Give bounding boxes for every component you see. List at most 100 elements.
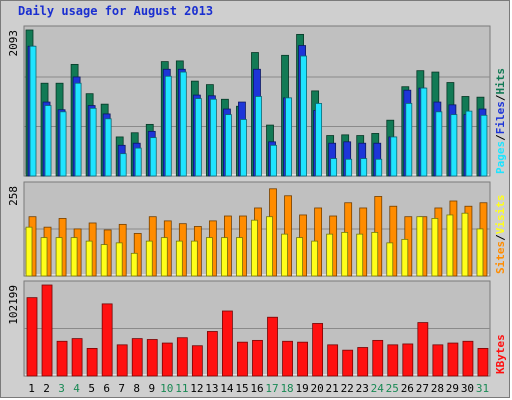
x-tick-label-30: 30 xyxy=(461,382,474,395)
bar-visits-11 xyxy=(175,240,183,277)
x-tick-label-4: 4 xyxy=(73,382,80,395)
legend-entry-visits: Visits xyxy=(494,195,507,235)
bar-pages-16 xyxy=(255,96,262,177)
bar-kbytes-14 xyxy=(222,310,233,377)
bar-pages-9 xyxy=(149,137,157,177)
x-tick-label-18: 18 xyxy=(280,382,293,395)
bar-kbytes-8 xyxy=(131,338,143,377)
bar-kbytes-4 xyxy=(71,338,83,377)
x-tick-label-26: 26 xyxy=(401,382,414,395)
bar-pages-24 xyxy=(375,158,383,177)
chart-title: Daily usage for August 2013 xyxy=(18,4,214,18)
bar-visits-13 xyxy=(205,237,213,277)
x-tick-label-16: 16 xyxy=(250,382,263,395)
bar-kbytes-18 xyxy=(282,340,293,377)
bar-kbytes-3 xyxy=(56,340,68,377)
bar-pages-21 xyxy=(330,158,338,177)
x-tick-label-10: 10 xyxy=(160,382,173,395)
bar-pages-13 xyxy=(209,98,217,177)
bar-visits-10 xyxy=(160,237,168,277)
bar-visits-21 xyxy=(326,233,334,277)
bar-visits-2 xyxy=(40,237,48,277)
bar-visits-16 xyxy=(251,219,258,277)
bar-visits-29 xyxy=(446,214,454,277)
bar-pages-25 xyxy=(390,136,398,177)
x-tick-label-27: 27 xyxy=(416,382,429,395)
legend-sites-visits: Sites/Visits xyxy=(494,195,507,275)
bar-visits-14 xyxy=(221,237,228,277)
bar-pages-22 xyxy=(345,158,353,177)
bar-pages-10 xyxy=(164,75,172,177)
bar-pages-12 xyxy=(194,98,202,177)
bar-kbytes-28 xyxy=(432,344,444,377)
bar-kbytes-29 xyxy=(447,342,459,377)
bar-kbytes-15 xyxy=(237,341,248,377)
bar-sites-25 xyxy=(389,205,398,277)
bar-pages-30 xyxy=(465,110,473,177)
legend-entry-kbytes: KBytes xyxy=(494,334,507,374)
bar-visits-25 xyxy=(386,242,394,277)
bar-visits-6 xyxy=(100,244,108,277)
x-tick-label-11: 11 xyxy=(175,382,188,395)
bar-pages-11 xyxy=(179,71,187,177)
bar-visits-30 xyxy=(461,212,469,277)
bar-visits-28 xyxy=(431,218,439,277)
legend-entry-sites: Sites xyxy=(494,241,507,274)
legend-entry-slash: / xyxy=(494,134,507,141)
bar-kbytes-11 xyxy=(176,337,188,377)
x-tick-label-20: 20 xyxy=(311,382,324,395)
bar-visits-5 xyxy=(85,240,93,277)
x-tick-label-29: 29 xyxy=(446,382,459,395)
bar-pages-23 xyxy=(360,158,368,177)
x-tick-label-21: 21 xyxy=(326,382,339,395)
bar-kbytes-10 xyxy=(161,342,173,377)
bar-kbytes-23 xyxy=(357,347,369,377)
bar-visits-4 xyxy=(70,237,78,277)
x-tick-label-2: 2 xyxy=(43,382,50,395)
bar-visits-23 xyxy=(356,233,364,277)
legend-entry-hits: Hits xyxy=(494,68,507,95)
x-tick-label-24: 24 xyxy=(371,382,385,395)
bar-pages-4 xyxy=(74,82,82,177)
ymax-label-kbytes: 102199 xyxy=(7,285,20,325)
bar-pages-8 xyxy=(134,147,142,177)
bar-visits-26 xyxy=(401,238,409,277)
x-tick-label-14: 14 xyxy=(220,382,234,395)
x-tick-label-23: 23 xyxy=(356,382,369,395)
bar-visits-27 xyxy=(416,216,424,277)
legend-hits-files-pages: Pages/Files/Hits xyxy=(494,68,507,174)
bar-pages-18 xyxy=(285,97,292,177)
x-tick-label-22: 22 xyxy=(341,382,354,395)
ymax-label-hits-files-pages: 2093 xyxy=(7,30,20,57)
x-tick-label-8: 8 xyxy=(133,382,140,395)
x-tick-label-13: 13 xyxy=(205,382,218,395)
bar-pages-29 xyxy=(450,114,458,177)
bar-kbytes-30 xyxy=(462,340,474,377)
bar-pages-31 xyxy=(480,114,488,177)
legend-kbytes: KBytes xyxy=(494,334,507,374)
bar-visits-24 xyxy=(371,231,379,277)
x-tick-label-7: 7 xyxy=(118,382,125,395)
bar-visits-9 xyxy=(145,240,153,277)
bar-kbytes-5 xyxy=(86,347,98,377)
x-tick-label-3: 3 xyxy=(58,382,65,395)
x-tick-label-17: 17 xyxy=(265,382,278,395)
bar-kbytes-1 xyxy=(26,297,38,377)
bar-kbytes-12 xyxy=(191,345,203,377)
bar-kbytes-13 xyxy=(206,331,218,377)
bar-kbytes-7 xyxy=(116,344,128,377)
x-tick-label-15: 15 xyxy=(235,382,248,395)
bar-visits-3 xyxy=(55,237,63,277)
legend-entry-pages: Pages xyxy=(494,141,507,174)
bar-pages-26 xyxy=(405,103,413,177)
bar-kbytes-27 xyxy=(417,322,429,377)
bar-visits-18 xyxy=(281,233,288,277)
bar-kbytes-2 xyxy=(41,284,53,377)
x-tick-label-28: 28 xyxy=(431,382,444,395)
bar-pages-19 xyxy=(300,55,307,177)
bar-pages-3 xyxy=(59,111,67,177)
bar-kbytes-24 xyxy=(372,339,384,377)
bar-pages-5 xyxy=(89,107,97,177)
bar-visits-20 xyxy=(311,240,319,277)
